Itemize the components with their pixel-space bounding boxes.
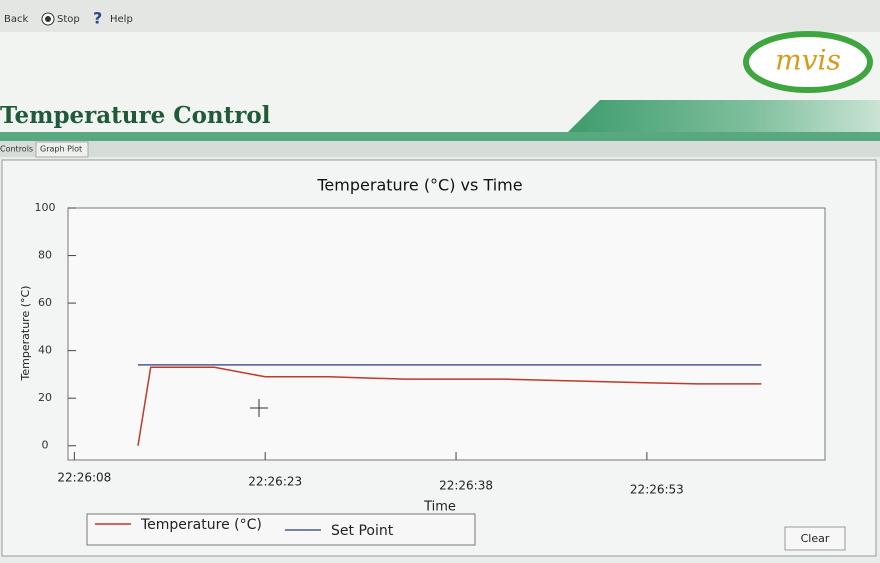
- y-tick-label: 60: [38, 296, 52, 309]
- tab[interactable]: Controls: [0, 145, 33, 154]
- legend: [86, 513, 476, 546]
- y-tick-label: 40: [38, 344, 52, 357]
- y-tick-label: 0: [42, 439, 49, 452]
- help-icon: ?: [93, 9, 102, 28]
- clear-button[interactable]: [784, 526, 846, 551]
- tab[interactable]: Graph Plot: [40, 145, 82, 154]
- tab-bar: [0, 141, 880, 157]
- logo-text: mvis: [775, 44, 841, 77]
- y-tick-label: 100: [35, 201, 56, 214]
- series-line: [137, 366, 762, 446]
- back-button[interactable]: Back: [4, 14, 28, 25]
- y-axis-label: Temperature (°C): [19, 286, 32, 382]
- plot-area: [67, 207, 826, 461]
- x-tick-label: 22:26:53: [630, 483, 684, 497]
- chart-title: Temperature (°C) vs Time: [316, 176, 522, 195]
- help-button[interactable]: Help: [110, 14, 133, 25]
- stop-button[interactable]: Stop: [57, 14, 80, 25]
- y-tick-label: 80: [38, 249, 52, 262]
- toolbar: [0, 0, 880, 32]
- legend-label: Set Point: [331, 523, 394, 539]
- x-tick-label: 22:26:38: [439, 479, 493, 493]
- x-tick-label: 22:26:08: [57, 471, 111, 485]
- y-tick-label: 20: [38, 391, 52, 404]
- page-title: Temperature Control: [0, 102, 271, 129]
- x-tick-label: 22:26:23: [248, 475, 302, 489]
- stop-icon-dot: [45, 16, 51, 22]
- clear-label: Clear: [801, 532, 830, 545]
- header-band: [560, 100, 880, 140]
- tab-active: [35, 141, 89, 158]
- legend-label: Temperature (°C): [140, 517, 262, 533]
- logo: [743, 31, 873, 93]
- x-axis-label: Time: [423, 500, 456, 515]
- header-stripe: [0, 132, 880, 142]
